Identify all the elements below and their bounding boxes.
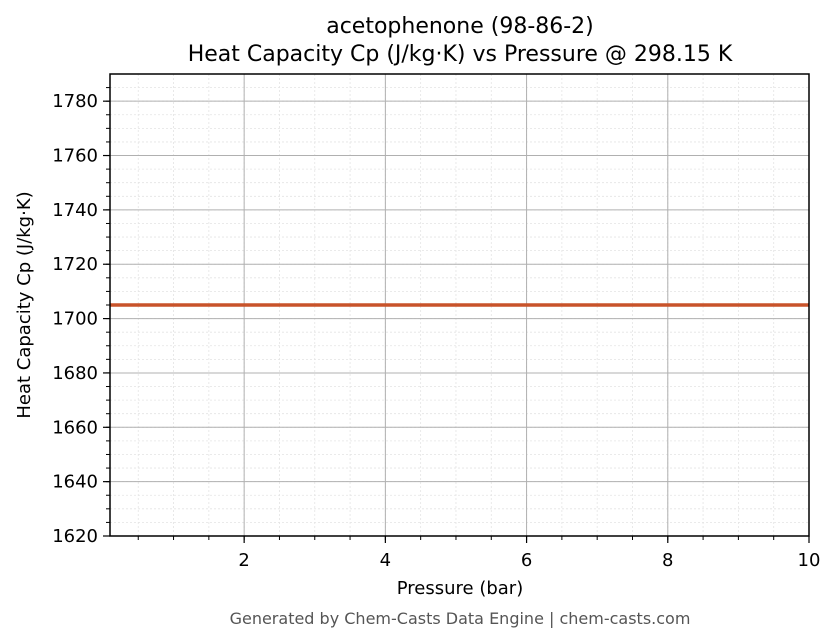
x-axis-label: Pressure (bar) [397, 578, 523, 599]
y-tick-label: 1740 [52, 200, 98, 221]
x-tick-label: 10 [798, 550, 821, 571]
y-tick-label: 1720 [52, 254, 98, 275]
chart-subtitle: Heat Capacity Cp (J/kg·K) vs Pressure @ … [188, 42, 733, 67]
x-tick-label: 4 [380, 550, 391, 571]
x-tick-label: 6 [521, 550, 532, 571]
y-axis-label: Heat Capacity Cp (J/kg·K) [14, 191, 35, 418]
y-tick-label: 1680 [52, 363, 98, 384]
axis-ticks: 2 4 6 8 10 1620 1640 1660 1680 1700 1720 1740 1760 17… [52, 87, 821, 571]
y-tick-label: 1620 [52, 526, 98, 547]
chart-title: acetophenone (98-86-2) [326, 14, 594, 39]
x-tick-label: 8 [662, 550, 673, 571]
x-tick-label: 2 [238, 550, 249, 571]
y-tick-label: 1660 [52, 417, 98, 438]
y-tick-label: 1640 [52, 472, 98, 493]
y-tick-label: 1780 [52, 91, 98, 112]
y-tick-label: 1760 [52, 146, 98, 167]
y-tick-label: 1700 [52, 309, 98, 330]
footer-credit: Generated by Chem-Casts Data Engine | ch… [230, 609, 691, 628]
